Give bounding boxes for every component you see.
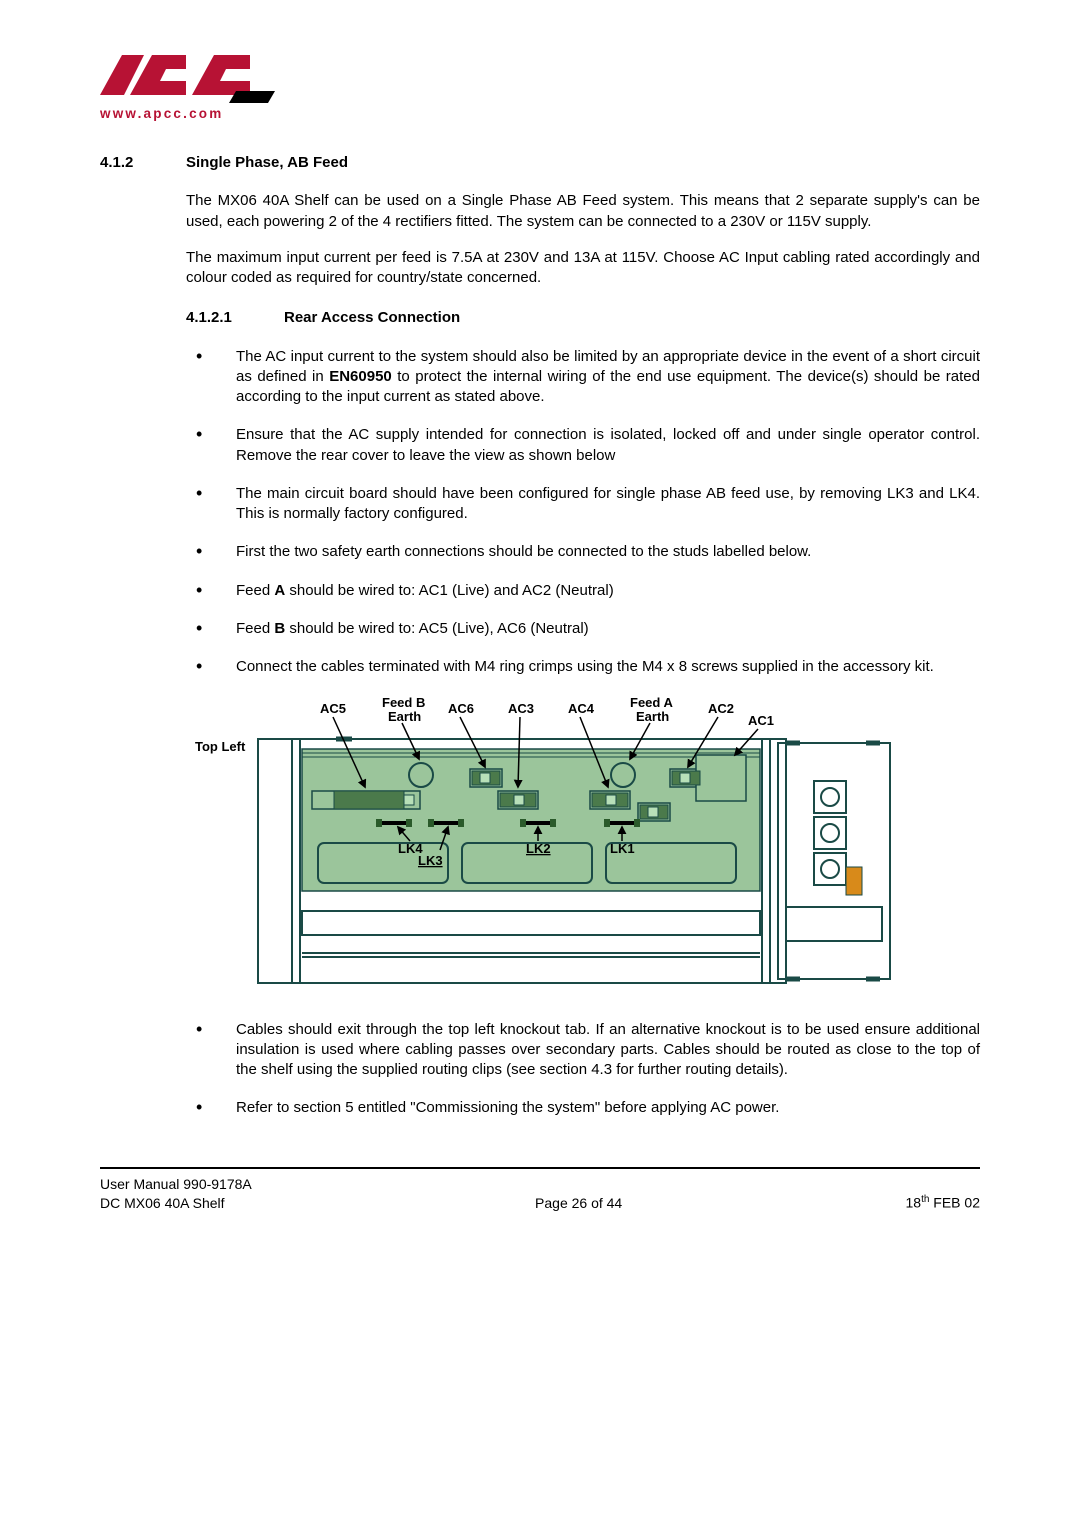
list-item: Feed A should be wired to: AC1 (Live) an… [186, 581, 980, 601]
subsection-heading: 4.1.2.1 Rear Access Connection [186, 308, 980, 328]
paragraph: The MX06 40A Shelf can be used on a Sing… [186, 191, 980, 232]
label-lk2: LK2 [526, 841, 551, 856]
footer-left: User Manual 990-9178A DC MX06 40A Shelf [100, 1175, 252, 1213]
list-item: Feed B should be wired to: AC5 (Live), A… [186, 619, 980, 639]
section-title: Single Phase, AB Feed [186, 153, 348, 173]
list-item: Ensure that the AC supply intended for c… [186, 425, 980, 466]
label-feedb: Feed B [382, 695, 425, 710]
label-earth: Earth [388, 709, 421, 724]
paragraph: The maximum input current per feed is 7.… [186, 248, 980, 289]
footer: User Manual 990-9178A DC MX06 40A Shelf … [100, 1167, 980, 1213]
apc-logo-svg [100, 55, 275, 103]
list-item: Cables should exit through the top left … [186, 1020, 980, 1081]
label-topleft: Top Left [195, 739, 246, 754]
label-feeda: Feed A [630, 695, 673, 710]
list-item: The main circuit board should have been … [186, 484, 980, 525]
list-item: Refer to section 5 entitled "Commissioni… [186, 1098, 980, 1118]
list-item: First the two safety earth connections s… [186, 542, 980, 562]
connection-diagram: AC5 Feed B Earth AC6 AC3 AC4 Feed A Eart… [140, 695, 980, 1001]
logo-url: www.apcc.com [100, 105, 980, 123]
footer-center: Page 26 of 44 [535, 1194, 622, 1213]
label-ac5: AC5 [320, 701, 346, 716]
logo: www.apcc.com [100, 55, 980, 123]
label-earth2: Earth [636, 709, 669, 724]
label-lk1: LK1 [610, 841, 635, 856]
label-lk3: LK3 [418, 853, 443, 868]
subsection-number: 4.1.2.1 [186, 308, 284, 328]
label-ac3: AC3 [508, 701, 534, 716]
label-ac2: AC2 [708, 701, 734, 716]
bullet-list-2: Cables should exit through the top left … [186, 1020, 980, 1119]
label-ac1: AC1 [748, 713, 774, 728]
label-ac4: AC4 [568, 701, 595, 716]
list-item: Connect the cables terminated with M4 ri… [186, 657, 980, 677]
footer-right: 18th FEB 02 [905, 1193, 980, 1213]
list-item: The AC input current to the system shoul… [186, 347, 980, 408]
label-ac6: AC6 [448, 701, 474, 716]
subsection-title: Rear Access Connection [284, 308, 460, 328]
section-heading: 4.1.2 Single Phase, AB Feed [100, 153, 980, 173]
section-number: 4.1.2 [100, 153, 186, 173]
bullet-list: The AC input current to the system shoul… [186, 347, 980, 678]
